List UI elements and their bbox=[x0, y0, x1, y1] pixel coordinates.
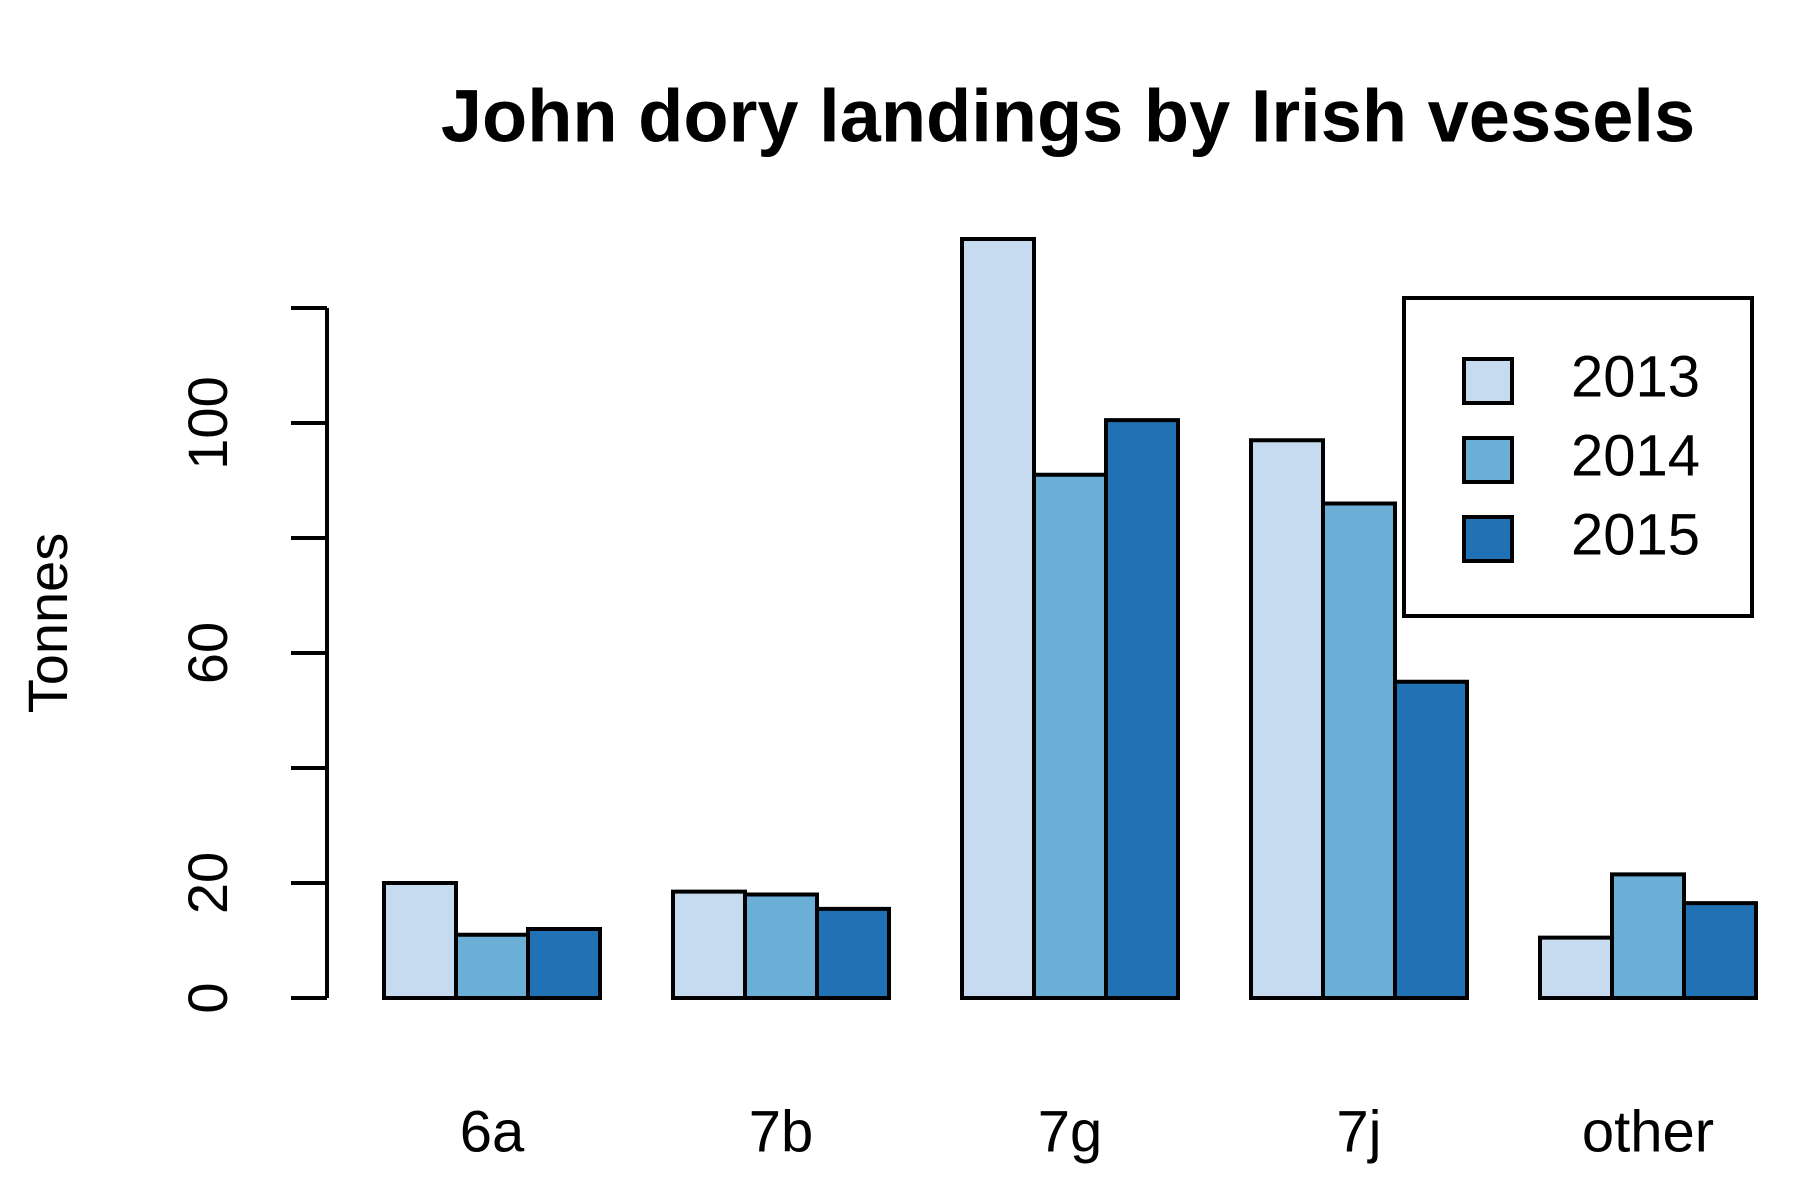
legend-label: 2015 bbox=[1571, 502, 1700, 567]
bar bbox=[1104, 418, 1180, 1000]
bar bbox=[960, 237, 1036, 1000]
y-tick-label: 0 bbox=[176, 982, 239, 1013]
x-tick-label: 7g bbox=[1038, 1099, 1103, 1164]
bar bbox=[1032, 472, 1108, 1000]
bar bbox=[1393, 679, 1469, 1000]
bar bbox=[815, 906, 891, 1000]
bar bbox=[1682, 901, 1758, 1000]
y-axis-label: Tonnes bbox=[16, 533, 79, 714]
legend-label: 2014 bbox=[1571, 423, 1700, 488]
bar bbox=[1249, 438, 1325, 1000]
y-tick-label: 60 bbox=[176, 622, 239, 684]
bar bbox=[1321, 501, 1397, 1000]
bar bbox=[526, 927, 602, 1000]
y-tick-label: 100 bbox=[176, 376, 239, 469]
x-tick-label: 6a bbox=[460, 1099, 525, 1164]
bar bbox=[454, 932, 530, 1000]
legend-swatch bbox=[1462, 357, 1514, 405]
bar bbox=[1610, 872, 1686, 1000]
y-tick-label: 20 bbox=[176, 852, 239, 914]
bar bbox=[382, 881, 458, 1000]
legend-swatch bbox=[1462, 436, 1514, 484]
legend-swatch bbox=[1462, 515, 1514, 563]
bar bbox=[1538, 935, 1614, 1000]
chart-title: John dory landings by Irish vessels bbox=[441, 75, 1695, 158]
bar bbox=[671, 889, 747, 1000]
x-tick-label: other bbox=[1582, 1099, 1714, 1164]
x-tick-label: 7b bbox=[749, 1099, 814, 1164]
x-tick-label: 7j bbox=[1336, 1099, 1381, 1164]
legend-label: 2013 bbox=[1571, 344, 1700, 409]
bar bbox=[743, 892, 819, 1000]
